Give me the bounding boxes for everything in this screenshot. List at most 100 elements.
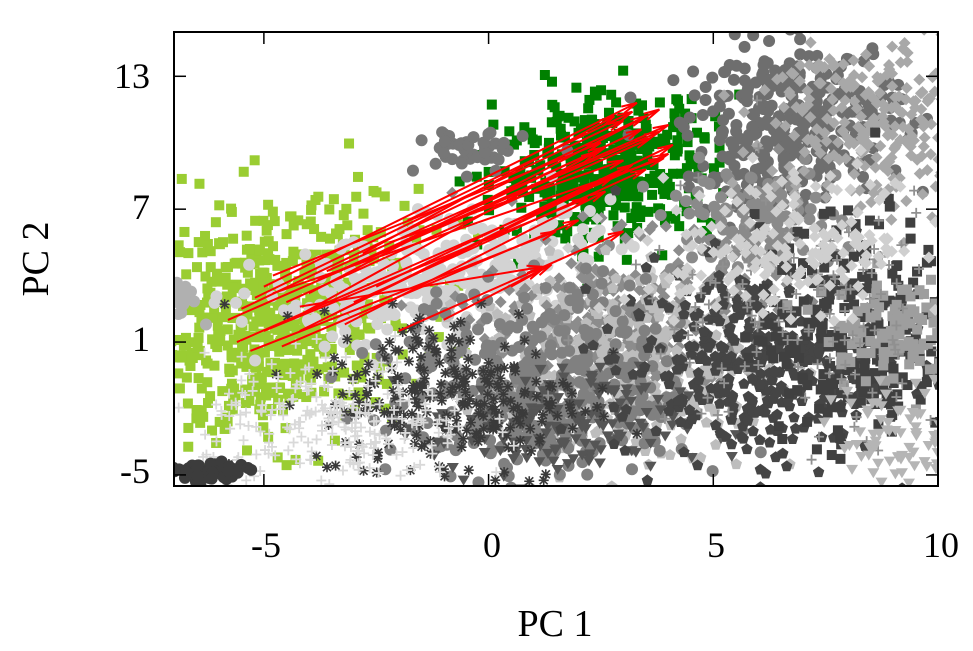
plus-point: [869, 325, 880, 336]
circle-point: [799, 188, 812, 201]
diamond-point: [954, 256, 966, 268]
square-point: [483, 166, 494, 177]
pentagon-point: [674, 416, 687, 427]
square-point: [288, 320, 299, 331]
square-point: [743, 352, 754, 363]
plus-point: [225, 423, 236, 434]
square-point: [757, 336, 768, 347]
square-point: [873, 419, 884, 430]
diamond-point: [920, 32, 928, 36]
square-point: [887, 268, 898, 279]
square-point: [248, 321, 259, 332]
square-point: [547, 99, 558, 110]
plus-point: [328, 412, 339, 423]
diamond-point: [793, 268, 806, 281]
diamond-point: [853, 231, 866, 244]
triangle-point: [446, 463, 459, 474]
pentagon-point: [608, 352, 621, 364]
diamond-point: [794, 237, 807, 250]
plus-point: [260, 445, 271, 456]
asterisk-point: [436, 395, 447, 406]
plus-point: [368, 416, 379, 427]
plus-point: [243, 420, 254, 431]
square-point: [238, 166, 249, 177]
diamond-point: [922, 251, 935, 264]
circle-point: [813, 86, 826, 99]
plus-point: [873, 215, 884, 226]
pentagon-point: [659, 370, 671, 382]
pentagon-point: [673, 505, 684, 516]
plus-point: [393, 385, 404, 396]
plus-point: [451, 394, 462, 405]
square-point: [286, 332, 297, 343]
square-point: [825, 360, 836, 371]
square-point: [888, 373, 899, 384]
circle-point: [519, 244, 532, 257]
diamond-point: [788, 190, 801, 203]
diamond-point: [688, 226, 701, 239]
asterisk-point: [446, 345, 457, 356]
pentagon-point: [702, 341, 714, 353]
plus-point: [800, 392, 811, 403]
plus-point: [391, 449, 402, 460]
pentagon-point: [531, 282, 543, 294]
pentagon-point: [608, 401, 620, 413]
asterisk-point: [395, 417, 406, 428]
square-point: [960, 351, 970, 361]
pentagon-point: [764, 423, 777, 435]
square-point: [626, 213, 637, 224]
pentagon-point: [752, 405, 765, 417]
circle-point: [740, 135, 753, 148]
circle-point: [696, 109, 709, 122]
square-point: [583, 197, 594, 208]
square-point: [282, 388, 293, 399]
plus-point: [326, 440, 337, 451]
square-point: [792, 226, 803, 237]
triangle-point: [654, 405, 667, 416]
diamond-point: [848, 168, 861, 181]
plus-point: [244, 369, 255, 380]
plus-point: [296, 431, 307, 442]
square-point: [174, 334, 184, 345]
pentagon-point: [711, 352, 724, 364]
square-point: [178, 340, 189, 351]
square-point: [852, 306, 863, 317]
plus-point: [441, 415, 452, 426]
square-point: [254, 308, 265, 319]
circle-point: [837, 14, 849, 26]
diamond-point: [934, 171, 938, 180]
square-point: [871, 280, 882, 291]
square-point: [870, 127, 881, 138]
square-point: [817, 319, 828, 330]
diamond-point: [911, 153, 924, 166]
circle-point: [453, 138, 466, 151]
diamond-point: [901, 46, 914, 59]
pentagon-point: [742, 414, 754, 426]
square-point: [874, 302, 885, 313]
asterisk-point: [364, 378, 375, 389]
square-point: [362, 225, 373, 236]
square-point: [196, 315, 207, 326]
diamond-point: [858, 238, 871, 251]
pentagon-point: [663, 405, 675, 416]
square-point: [949, 289, 959, 299]
diamond-point: [847, 54, 860, 67]
plus-point: [344, 386, 355, 397]
square-point: [222, 416, 233, 427]
circle-point: [725, 136, 738, 149]
square-point: [668, 168, 679, 179]
diamond-point: [663, 272, 676, 285]
asterisk-point: [468, 505, 478, 515]
square-point: [902, 284, 913, 295]
plus-point: [716, 363, 727, 374]
asterisk-point: [478, 411, 489, 422]
plus-point: [305, 454, 316, 465]
square-point: [194, 307, 205, 318]
square-point: [174, 240, 184, 251]
diamond-point: [923, 92, 936, 105]
square-point: [870, 338, 881, 349]
asterisk-point: [545, 380, 556, 391]
asterisk-point: [465, 335, 476, 346]
plus-point: [655, 348, 666, 359]
diamond-point: [779, 120, 792, 133]
